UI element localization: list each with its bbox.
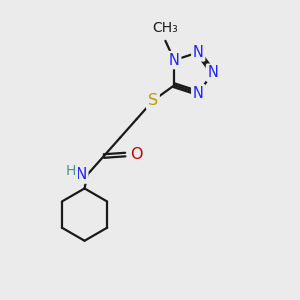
Text: N: N bbox=[193, 45, 204, 60]
Text: N: N bbox=[75, 167, 87, 182]
Text: CH₃: CH₃ bbox=[152, 22, 178, 35]
Text: N: N bbox=[169, 52, 180, 68]
Text: N: N bbox=[208, 65, 218, 80]
Text: S: S bbox=[148, 93, 158, 108]
Text: H: H bbox=[66, 164, 76, 178]
Text: O: O bbox=[130, 147, 143, 162]
Text: N: N bbox=[193, 85, 204, 100]
